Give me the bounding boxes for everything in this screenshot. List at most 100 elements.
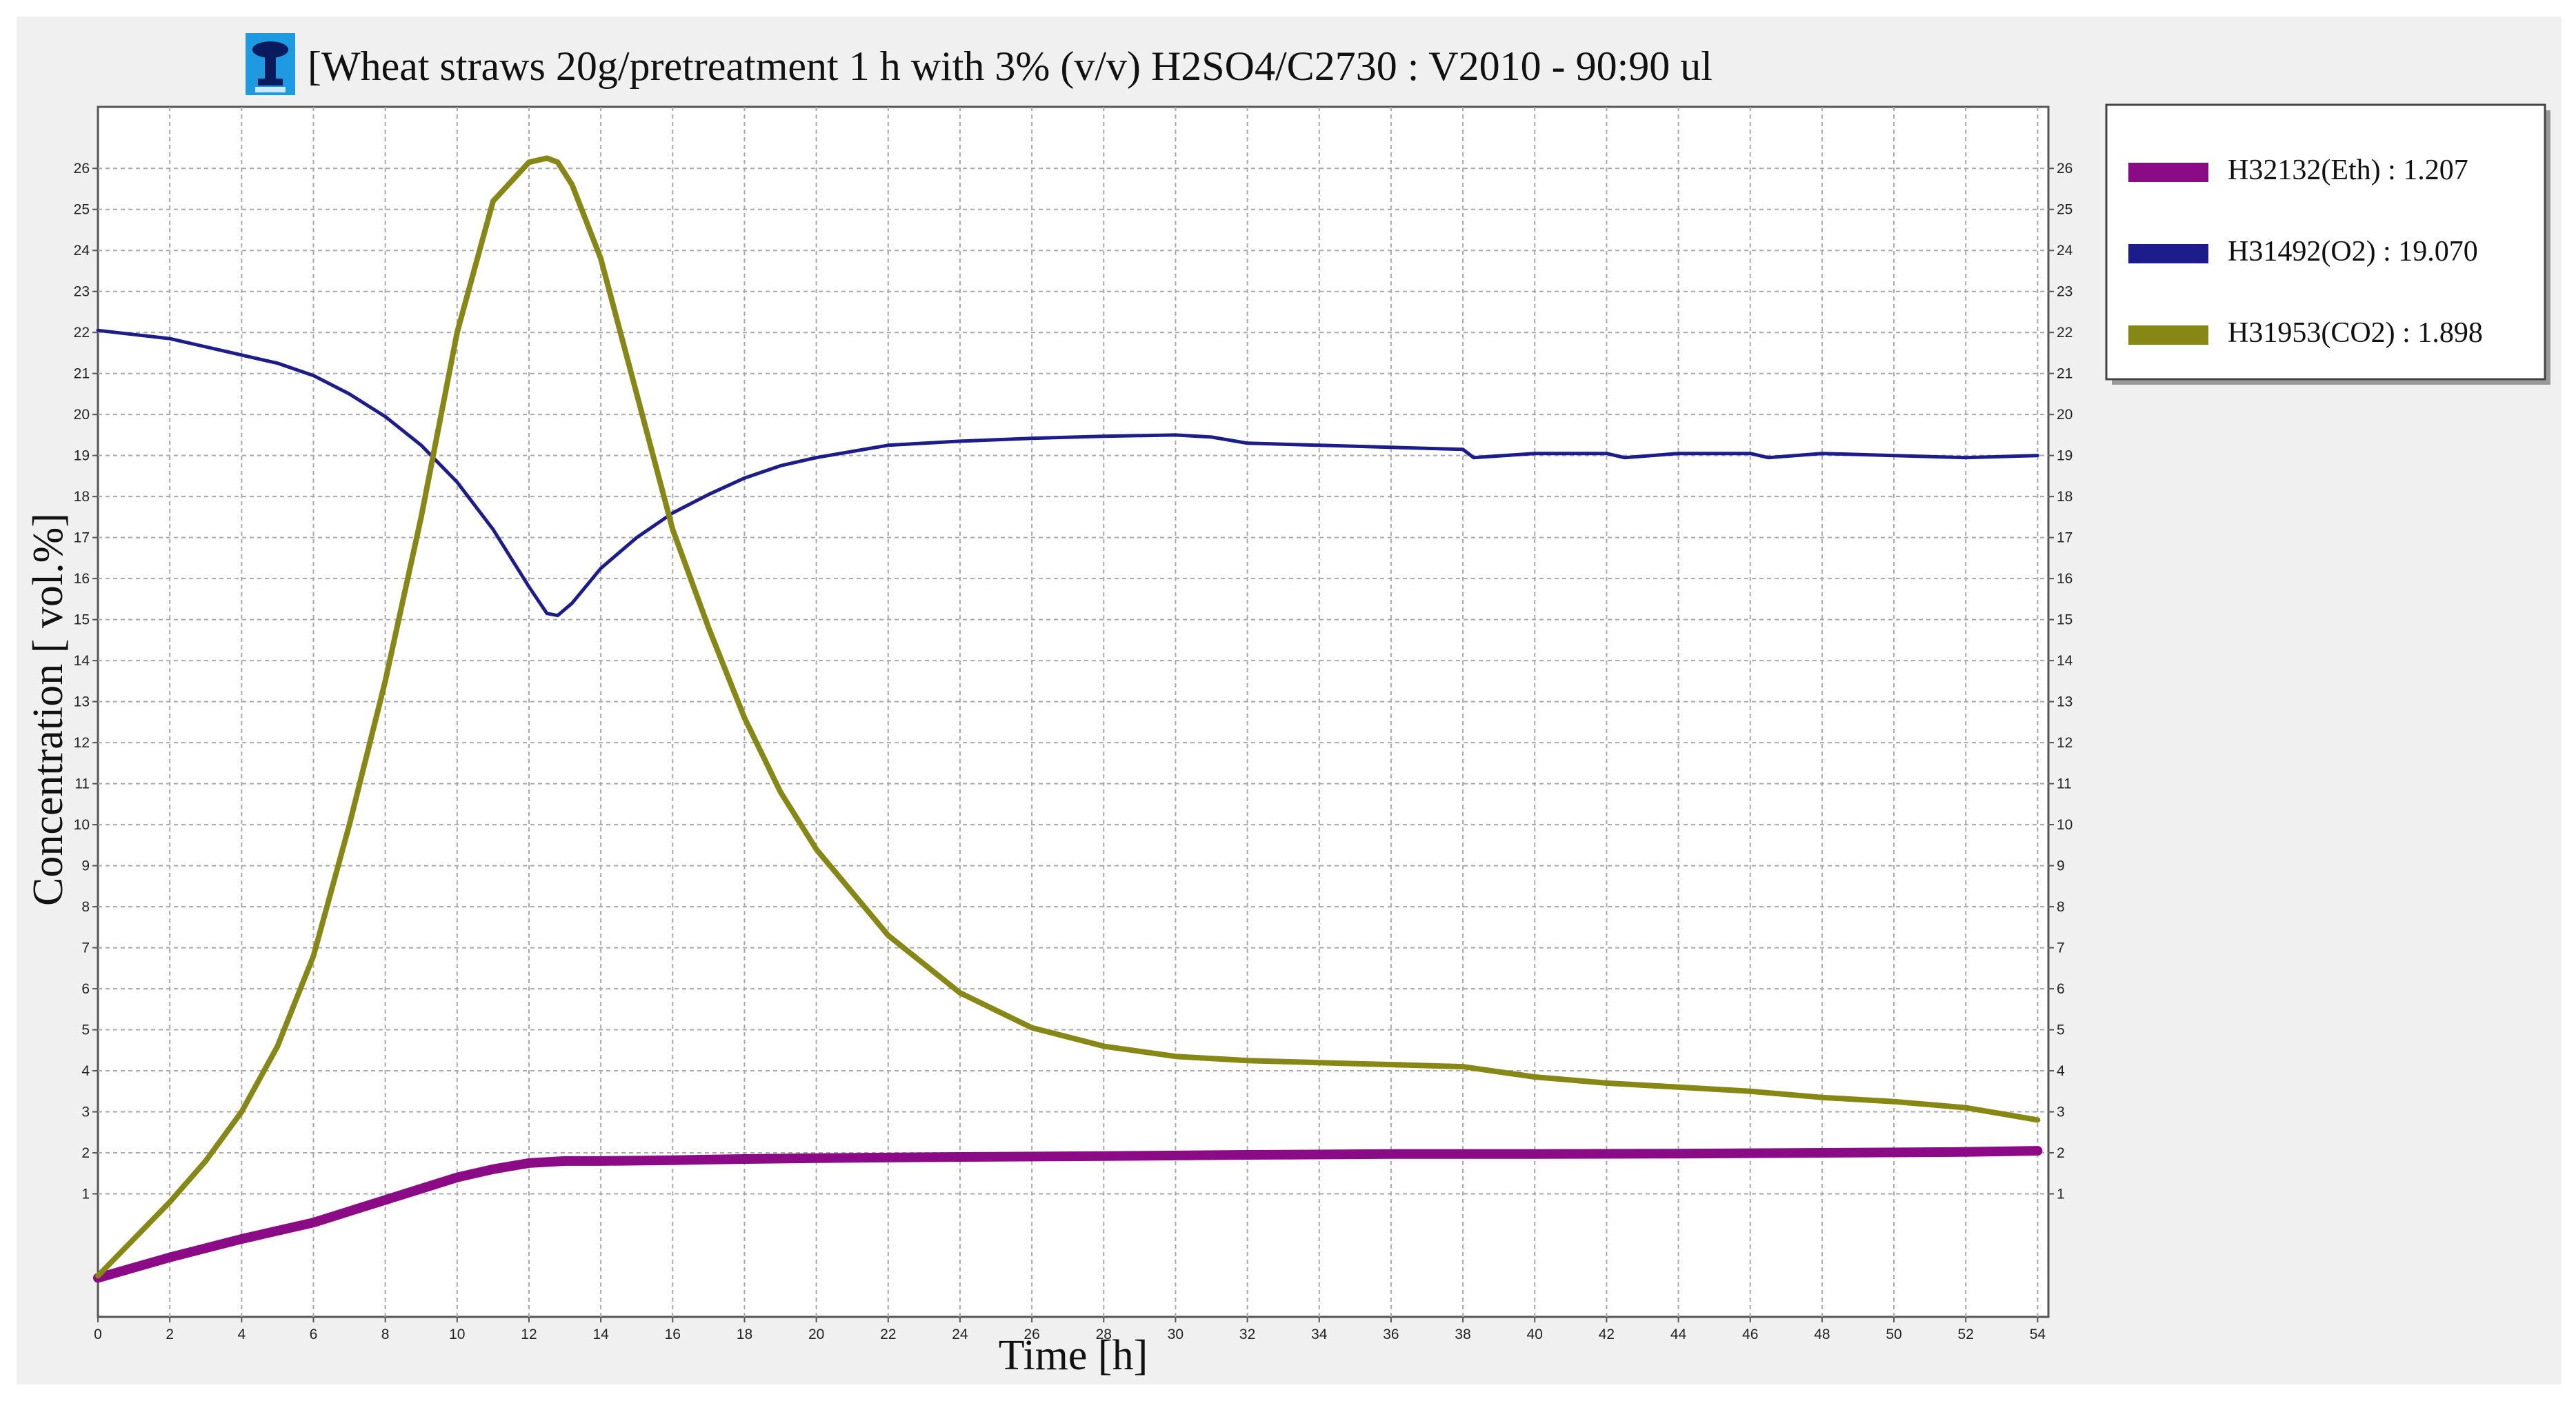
plot-area xyxy=(97,105,2050,1318)
legend-label: H31492(O2) : 19.070 xyxy=(2228,236,2478,268)
chart-title: [Wheat straws 20g/pretreatment 1 h with … xyxy=(308,43,1713,89)
x-tick-label: 26 xyxy=(1024,1327,1039,1342)
y-tick-label-right: 18 xyxy=(2057,489,2073,505)
y-tick-label-right: 15 xyxy=(2057,612,2073,628)
y-tick-label-right: 3 xyxy=(2057,1105,2065,1120)
x-tick-label: 2 xyxy=(166,1327,174,1342)
x-tick-label: 40 xyxy=(1527,1327,1543,1342)
x-axis-label: Time [h] xyxy=(999,1332,1148,1379)
legend-label: H31953(CO2) : 1.898 xyxy=(2228,317,2483,349)
y-tick-label-right: 5 xyxy=(2057,1022,2065,1038)
y-tick-label-right: 13 xyxy=(2057,694,2073,710)
y-tick-label: 12 xyxy=(74,735,90,751)
y-tick-label-right: 10 xyxy=(2057,817,2073,833)
legend: H32132(Eth) : 1.207 H31492(O2) : 19.070 H3… xyxy=(2105,103,2550,385)
y-tick-label: 23 xyxy=(74,284,90,300)
y-tick-label-right: 6 xyxy=(2057,981,2065,997)
y-tick-label: 9 xyxy=(81,858,90,874)
chart-svg: [Wheat straws 20g/pretreatment 1 h with … xyxy=(25,33,2550,1379)
y-tick-label: 8 xyxy=(81,899,90,915)
y-tick-label-right: 19 xyxy=(2057,448,2073,464)
y-tick-label-right: 22 xyxy=(2057,325,2073,341)
y-axis-label: Concentration [ vol.%] xyxy=(25,513,72,906)
y-tick-label: 17 xyxy=(74,530,90,546)
y-tick-label-right: 20 xyxy=(2057,407,2073,423)
x-tick-label: 48 xyxy=(1814,1327,1830,1342)
y-tick-label-right: 4 xyxy=(2057,1063,2065,1079)
y-tick-label: 11 xyxy=(74,776,90,792)
y-tick-label-right: 11 xyxy=(2057,776,2072,792)
series-line-1 xyxy=(93,1146,2043,1283)
y-tick-label-right: 2 xyxy=(2057,1145,2065,1161)
series-lines xyxy=(93,155,2043,1283)
x-tick-label: 0 xyxy=(94,1327,102,1342)
y-tick-label: 7 xyxy=(81,940,90,956)
x-tick-label: 34 xyxy=(1311,1327,1328,1342)
y-tick-label: 15 xyxy=(74,612,90,628)
x-tick-label: 42 xyxy=(1599,1327,1615,1342)
x-tick-label: 46 xyxy=(1742,1327,1758,1342)
x-tick-label: 22 xyxy=(880,1327,896,1342)
legend-label: H32132(Eth) : 1.207 xyxy=(2228,154,2468,186)
y-tick-label-right: 23 xyxy=(2057,284,2073,300)
x-tick-label: 24 xyxy=(952,1327,968,1342)
x-tick-label: 28 xyxy=(1096,1327,1112,1342)
y-tick-label-right: 8 xyxy=(2057,899,2065,915)
x-tick-label: 12 xyxy=(521,1327,537,1342)
grid-lines xyxy=(98,107,2048,1317)
x-tick-label: 32 xyxy=(1239,1327,1255,1342)
y-tick-label-right: 9 xyxy=(2057,858,2065,874)
y-tick-label: 24 xyxy=(74,243,90,259)
x-tick-label: 54 xyxy=(2030,1327,2046,1342)
y-tick-label: 22 xyxy=(74,325,90,341)
y-tick-label: 3 xyxy=(81,1105,90,1120)
y-tick-label: 4 xyxy=(81,1063,90,1079)
x-tick-label: 38 xyxy=(1455,1327,1470,1342)
y-tick-label: 19 xyxy=(74,448,90,464)
y-tick-label-right: 26 xyxy=(2057,161,2073,177)
fermentation-vessel-icon xyxy=(246,33,295,95)
y-tick-label: 20 xyxy=(74,407,90,423)
y-tick-label: 10 xyxy=(74,817,90,833)
y-tick-label-right: 21 xyxy=(2057,366,2073,382)
series-line-2 xyxy=(96,328,2039,618)
y-tick-label-right: 7 xyxy=(2057,940,2065,956)
y-tick-label: 18 xyxy=(74,489,90,505)
x-tick-label: 8 xyxy=(381,1327,390,1342)
legend-swatch xyxy=(2128,325,2208,345)
y-tick-label-right: 14 xyxy=(2057,653,2073,669)
y-tick-label: 1 xyxy=(81,1187,90,1202)
y-tick-label-right: 17 xyxy=(2057,530,2073,546)
x-tick-label: 50 xyxy=(1886,1327,1901,1342)
axis-ticks: 0 2 4 6 8 10 12 14 16 18 20 22 24 26 28 30 32 34 36 38 40 42 4… xyxy=(74,161,2073,1342)
y-tick-label-right: 25 xyxy=(2057,202,2073,218)
x-tick-label: 6 xyxy=(310,1327,318,1342)
chart-window: [Wheat straws 20g/pretreatment 1 h with … xyxy=(17,17,2562,1384)
x-tick-label: 20 xyxy=(808,1327,824,1342)
y-tick-label: 13 xyxy=(74,694,90,710)
y-tick-label: 5 xyxy=(81,1022,90,1038)
y-tick-label: 14 xyxy=(74,653,90,669)
y-tick-label: 26 xyxy=(74,161,90,177)
y-tick-label: 16 xyxy=(74,571,90,587)
x-tick-label: 14 xyxy=(592,1327,609,1342)
legend-swatch xyxy=(2128,244,2208,263)
y-tick-label: 2 xyxy=(81,1145,90,1161)
x-tick-label: 16 xyxy=(665,1327,681,1342)
y-tick-label-right: 24 xyxy=(2057,243,2073,259)
x-tick-label: 52 xyxy=(1958,1327,1974,1342)
x-tick-label: 36 xyxy=(1383,1327,1399,1342)
series-line-3 xyxy=(95,155,2041,1279)
y-tick-label: 6 xyxy=(81,981,90,997)
y-tick-label-right: 1 xyxy=(2057,1187,2065,1202)
y-tick-label: 25 xyxy=(74,202,90,218)
x-tick-label: 18 xyxy=(737,1327,752,1342)
x-tick-label: 30 xyxy=(1168,1327,1184,1342)
x-tick-label: 10 xyxy=(449,1327,465,1342)
legend-swatch xyxy=(2128,163,2208,182)
y-tick-label-right: 12 xyxy=(2057,735,2073,751)
x-tick-label: 4 xyxy=(237,1327,246,1342)
x-tick-label: 44 xyxy=(1670,1327,1687,1342)
y-tick-label: 21 xyxy=(74,366,90,382)
y-tick-label-right: 16 xyxy=(2057,571,2073,587)
